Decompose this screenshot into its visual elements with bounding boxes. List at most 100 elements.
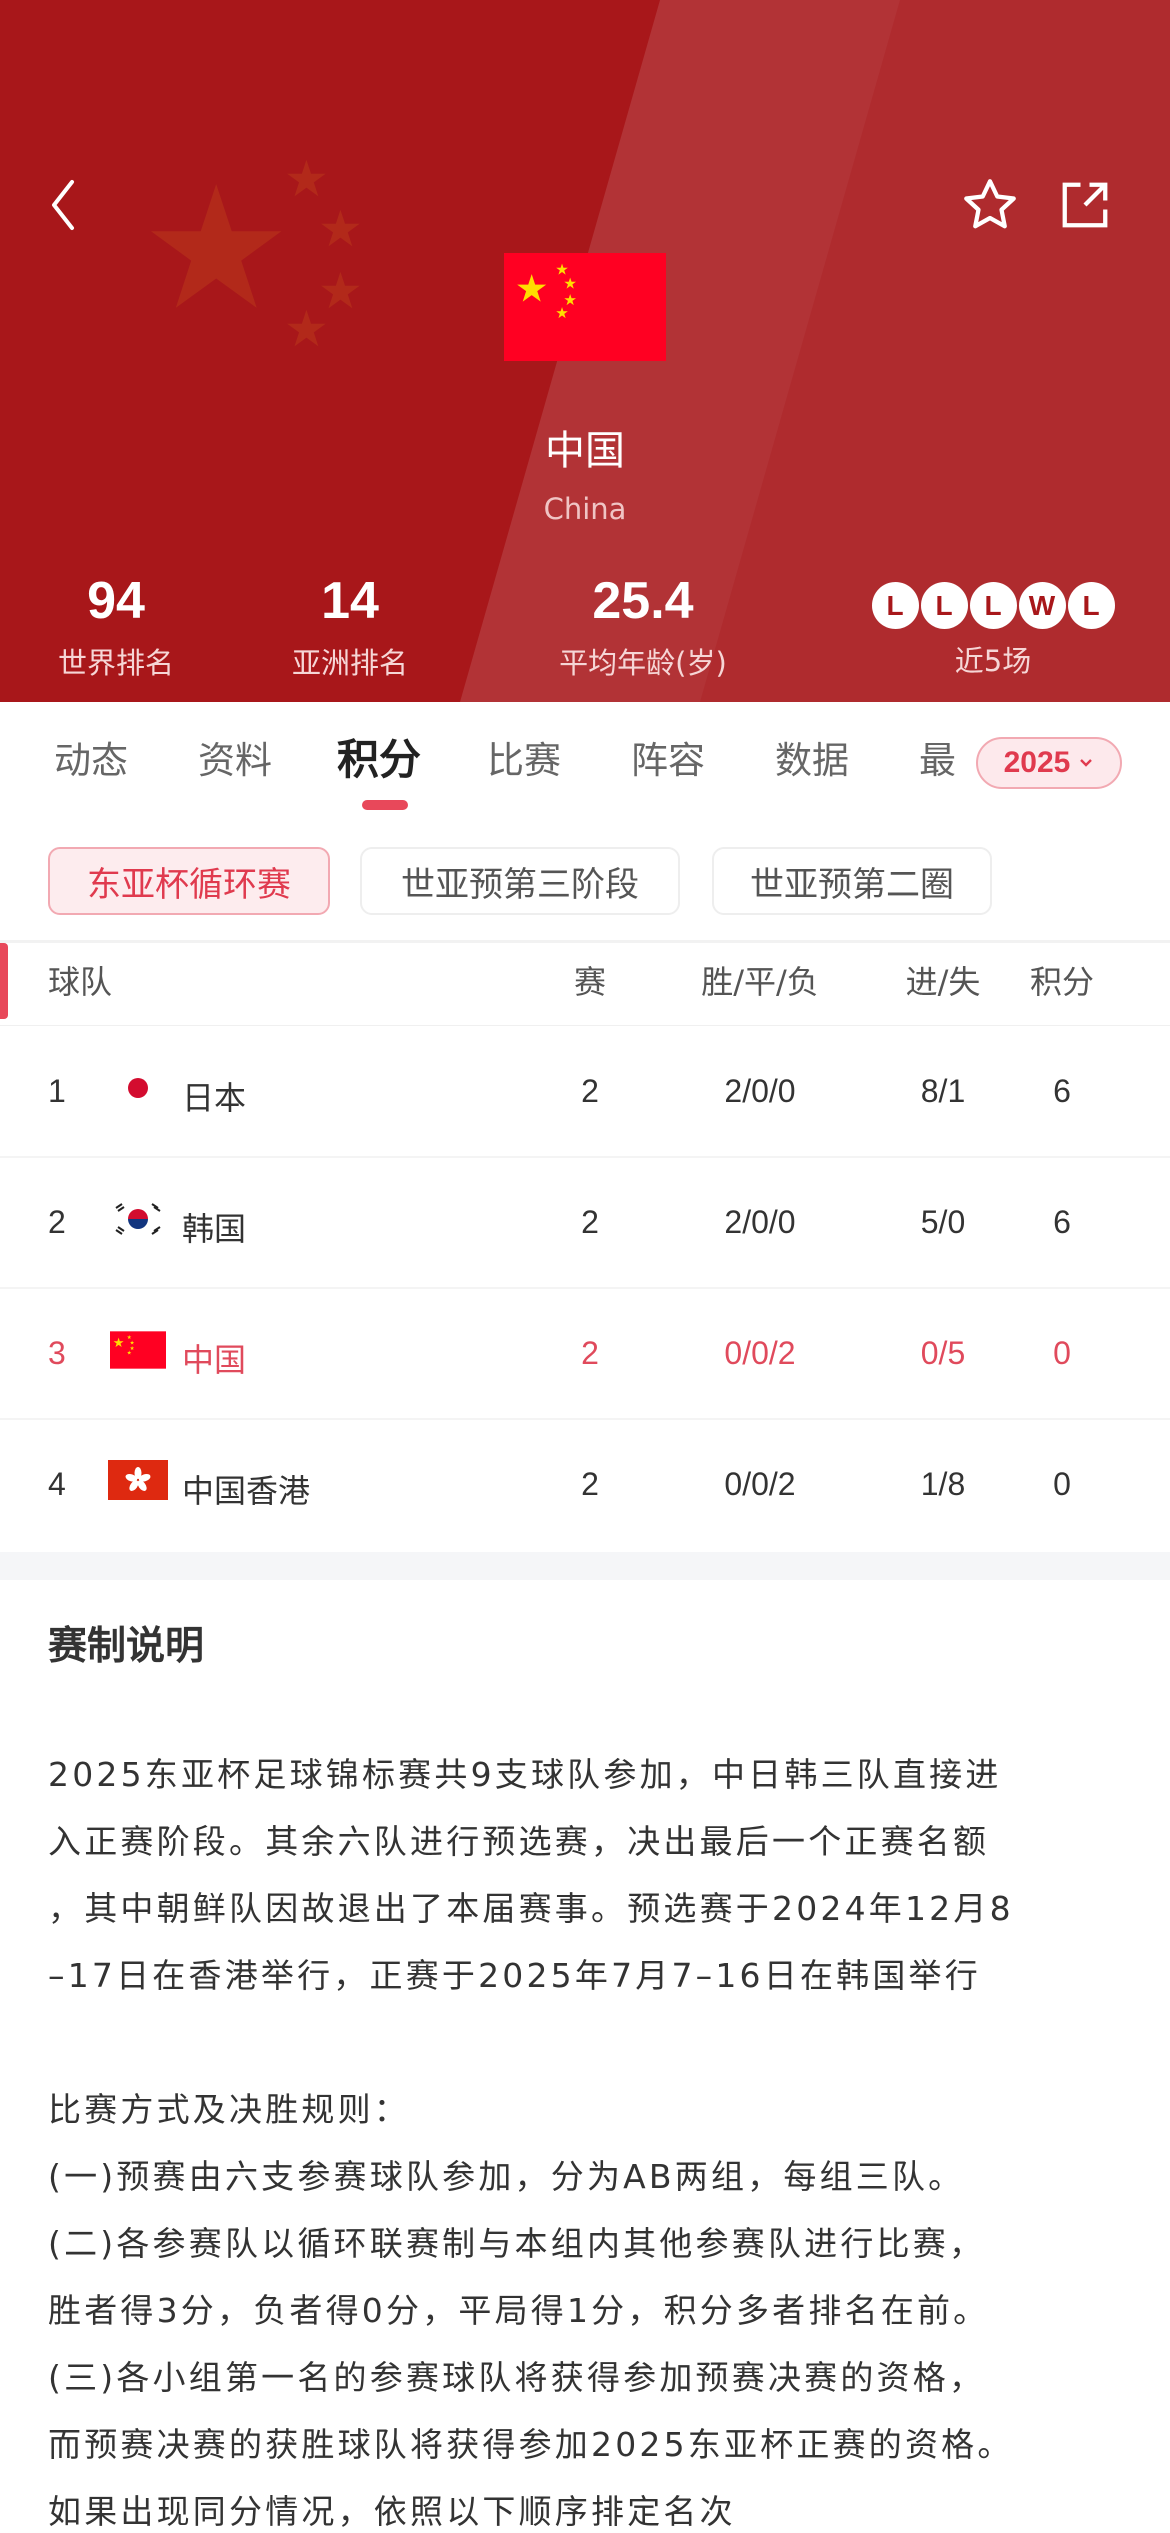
rank: 4: [48, 1466, 66, 1502]
stat-label: 世界排名: [57, 646, 174, 680]
svg-text:★: ★: [127, 1350, 132, 1357]
form-result-badge: L: [920, 581, 968, 629]
stat-asia-rank: 14 亚洲排名: [200, 566, 500, 682]
header-background: [460, 0, 1170, 702]
rules-title: 赛制说明: [48, 1624, 205, 1669]
goals: 0/5: [920, 1335, 966, 1371]
goals: 8/1: [920, 1073, 966, 1109]
rules-line: 如果出现同分情况，依照以下顺序排定名次: [48, 2492, 736, 2531]
tab-profile[interactable]: 资料: [198, 739, 272, 782]
team-header: ★ ★ ★ ★ ★ ★ ★ ★ ★ ★ 中国 China 94 世界排名 14 …: [0, 0, 1170, 702]
tab-latest[interactable]: 最: [919, 739, 956, 782]
table-row-highlighted[interactable]: 3 ★ ★ ★ ★ ★ 中国 2 0/0/2 0/5 0: [0, 1289, 1170, 1420]
svg-text:★: ★: [563, 275, 577, 293]
column-played: 赛: [573, 963, 606, 1001]
team-flag-china: ★ ★ ★ ★ ★: [504, 253, 666, 361]
stat-value: 14: [321, 572, 379, 630]
form-result-badge: W: [1018, 581, 1066, 629]
standings-header: 球队 赛 胜/平/负 进/失 积分: [0, 940, 1170, 1026]
stat-world-rank: 94 世界排名: [0, 566, 266, 682]
rules-line: 胜者得3分，负者得0分，平局得1分，积分多者排名在前。: [48, 2291, 990, 2330]
tab-squad[interactable]: 阵容: [631, 739, 705, 782]
favorite-button[interactable]: [955, 170, 1025, 240]
rules-line: 而预赛决赛的获胜球队将获得参加2025东亚杯正赛的资格。: [48, 2425, 1014, 2464]
share-external-icon: [1062, 182, 1108, 228]
points: 0: [1053, 1335, 1071, 1371]
svg-text:★: ★: [130, 1345, 135, 1352]
wdl: 0/0/2: [724, 1466, 796, 1502]
stat-recent-form[interactable]: L L L W L 近5场: [843, 570, 1143, 680]
played: 2: [581, 1073, 599, 1109]
points: 6: [1053, 1204, 1071, 1240]
column-team: 球队: [48, 963, 113, 1001]
rules-line: 2025东亚杯足球锦标赛共9支球队参加，中日韩三队直接进: [48, 1755, 1002, 1794]
tab-news[interactable]: 动态: [54, 739, 128, 782]
played: 2: [581, 1466, 599, 1502]
china-flag: ★ ★ ★ ★ ★: [504, 253, 666, 361]
chevron-left-icon: [52, 180, 74, 230]
goals: 5/0: [920, 1204, 966, 1240]
section-marker: [0, 943, 8, 1019]
wdl: 2/0/0: [724, 1073, 796, 1109]
competition-chip-wcq-third-stage[interactable]: 世亚预第三阶段: [360, 847, 680, 915]
table-row[interactable]: 4 中国香港 2 0/0/2 1/8 0: [0, 1420, 1170, 1551]
background-star-icon: ★: [284, 150, 329, 208]
hong-kong-flag: [108, 1460, 168, 1500]
star-outline-icon: [964, 179, 1016, 229]
rank: 2: [48, 1204, 66, 1240]
rules-line: (二)各参赛队以循环联赛制与本组内其他参赛队进行比赛，: [48, 2224, 986, 2263]
column-goals: 进/失: [905, 963, 981, 1001]
team-name: 中国香港: [182, 1473, 311, 1509]
wdl: 0/0/2: [724, 1335, 796, 1371]
background-star-icon: ★: [318, 200, 363, 258]
svg-text:★: ★: [555, 304, 569, 322]
stat-value: 25.4: [592, 572, 694, 630]
svg-text:★: ★: [555, 261, 569, 279]
rules-line: ，其中朝鲜队因故退出了本届赛事。预选赛于2024年12月8: [48, 1889, 1014, 1928]
background-star-icon: ★: [140, 150, 293, 348]
rules-line: (三)各小组第一名的参赛球队将获得参加预赛决赛的资格，: [48, 2358, 986, 2397]
stat-label: 近5场: [954, 644, 1032, 678]
stat-average-age: 25.4 平均年龄(岁): [493, 566, 793, 682]
team-name: 中国: [182, 1342, 247, 1378]
background-star-icon: ★: [284, 300, 329, 358]
table-row[interactable]: 1 日本 2 2/0/0 8/1 6: [0, 1027, 1170, 1158]
rules-line: 比赛方式及决胜规则：: [48, 2090, 410, 2129]
recent-form-badges: L L L W L: [843, 570, 1143, 640]
team-name: 韩国: [182, 1211, 247, 1247]
competition-chip-east-asian-cup[interactable]: 东亚杯循环赛: [48, 847, 330, 915]
table-row[interactable]: 2 韩国 2 2/0/0 5/0 6: [0, 1158, 1170, 1289]
goals: 1/8: [920, 1466, 966, 1502]
stat-value: 94: [87, 572, 145, 630]
section-divider: [0, 1552, 1170, 1580]
china-flag: ★ ★★★★: [110, 1331, 166, 1369]
tab-standings[interactable]: 积分: [337, 735, 422, 784]
tab-matches[interactable]: 比赛: [487, 739, 561, 782]
played: 2: [581, 1204, 599, 1240]
back-button[interactable]: [28, 170, 98, 240]
rank: 1: [48, 1073, 66, 1109]
points: 0: [1053, 1466, 1071, 1502]
form-result-badge: L: [969, 581, 1017, 629]
form-result-badge: L: [871, 581, 919, 629]
svg-text:★: ★: [563, 291, 577, 309]
tab-stats[interactable]: 数据: [775, 739, 849, 782]
svg-text:★: ★: [127, 1334, 132, 1341]
column-wdl: 胜/平/负: [701, 963, 819, 1001]
rules-line: –17日在香港举行，正赛于2025年7月7–16日在韩国举行: [48, 1956, 981, 1995]
south-korea-flag: [110, 1200, 166, 1238]
form-result-badge: L: [1067, 581, 1115, 629]
japan-flag: [110, 1069, 166, 1107]
svg-text:★: ★: [515, 267, 549, 311]
wdl: 2/0/0: [724, 1204, 796, 1240]
points: 6: [1053, 1073, 1071, 1109]
team-name-english: China: [543, 492, 627, 526]
competition-chip-wcq-second-round[interactable]: 世亚预第二圈: [712, 847, 992, 915]
season-selector[interactable]: 2025: [976, 737, 1122, 789]
season-value: 2025: [1003, 746, 1071, 779]
share-button[interactable]: [1050, 170, 1120, 240]
chevron-down-icon: [1080, 759, 1093, 767]
svg-text:★: ★: [130, 1339, 135, 1346]
background-star-icon: ★: [318, 262, 363, 320]
team-name: 中国: [545, 428, 625, 474]
